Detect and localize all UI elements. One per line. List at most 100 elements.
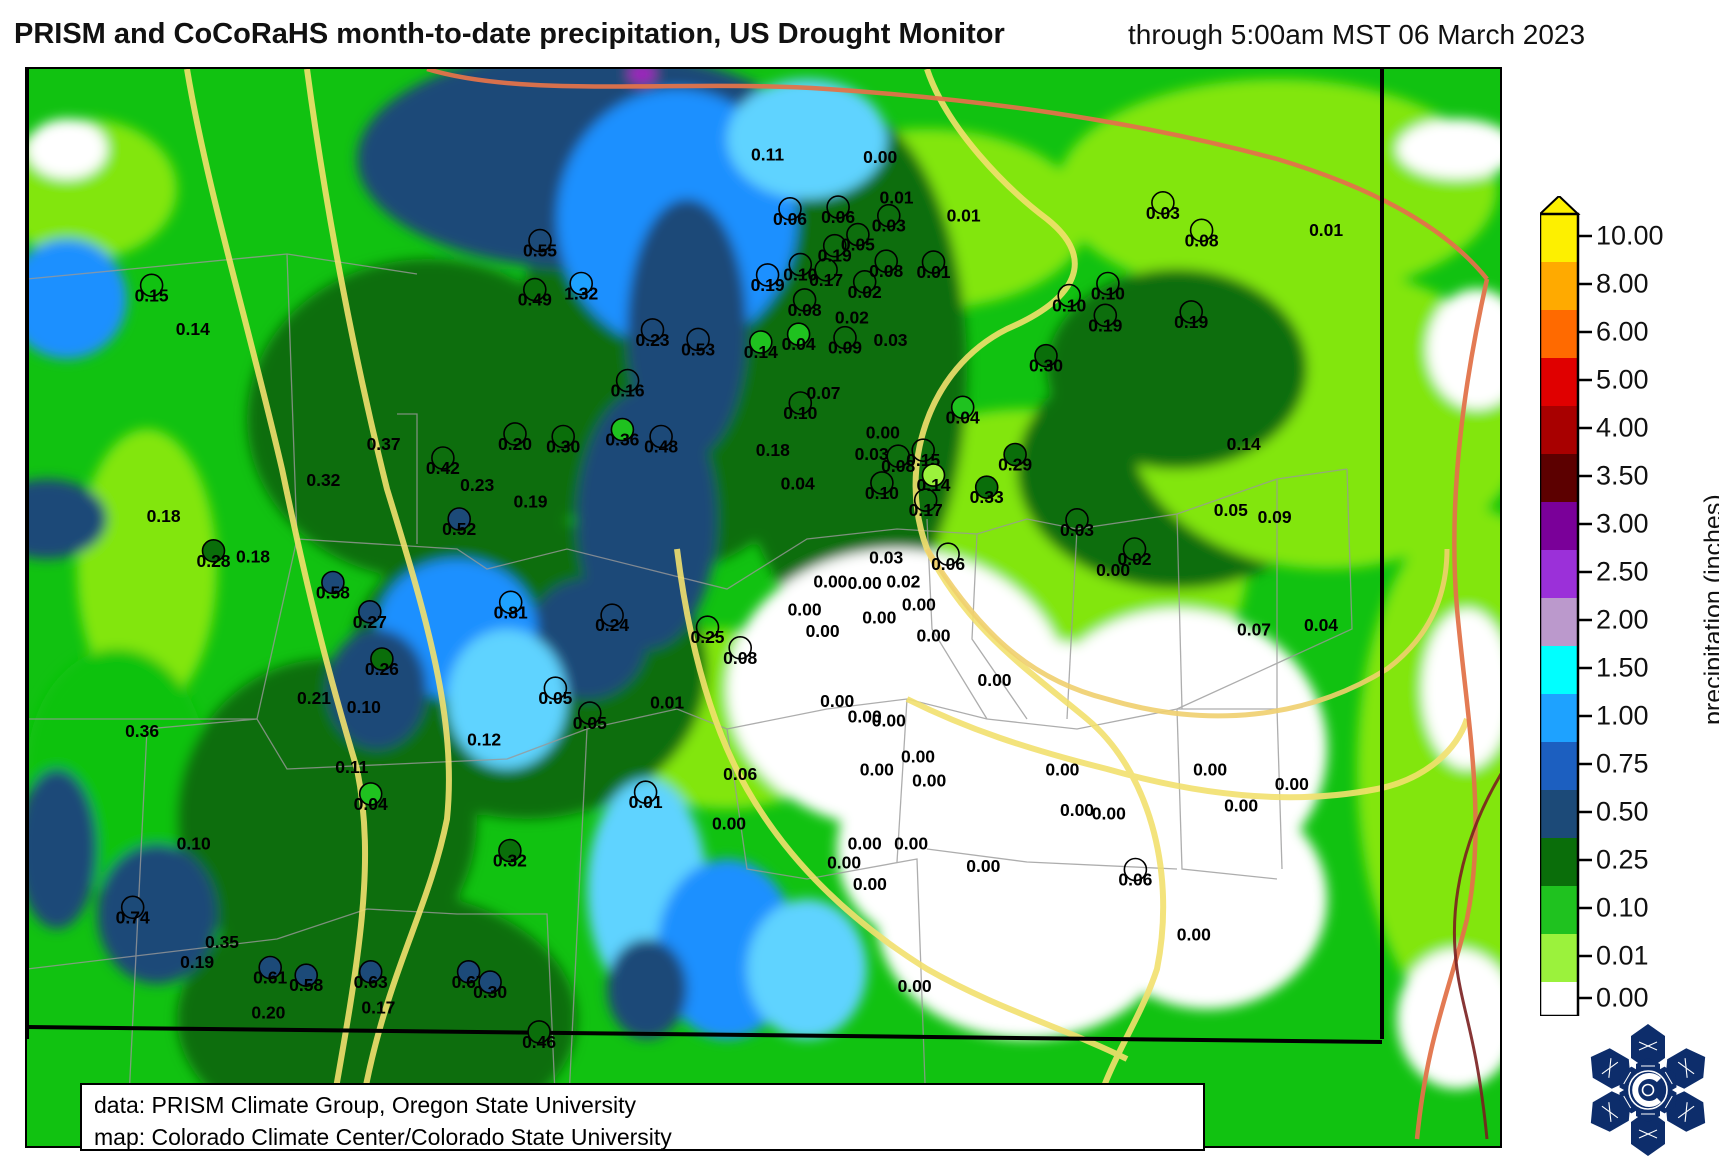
svg-text:0.00: 0.00 — [977, 670, 1011, 690]
svg-text:0.00: 0.00 — [1193, 760, 1227, 780]
svg-text:0.07: 0.07 — [806, 383, 840, 403]
svg-text:0.00: 0.00 — [848, 573, 882, 593]
svg-text:0.03: 0.03 — [873, 330, 907, 350]
svg-text:0.04: 0.04 — [782, 334, 816, 354]
svg-text:0.15: 0.15 — [135, 285, 169, 305]
svg-text:0.00: 0.00 — [860, 760, 894, 780]
svg-text:0.00: 0.00 — [1224, 796, 1258, 816]
svg-text:0.03: 0.03 — [869, 547, 903, 567]
svg-text:0.10: 0.10 — [1052, 296, 1086, 316]
svg-text:0.01: 0.01 — [1309, 220, 1343, 240]
svg-text:0.52: 0.52 — [442, 519, 476, 539]
svg-text:0.00: 0.00 — [712, 814, 746, 834]
svg-text:0.58: 0.58 — [316, 583, 350, 603]
svg-text:0.32: 0.32 — [493, 851, 527, 871]
svg-text:0.10: 0.10 — [177, 833, 211, 853]
svg-text:0.01: 0.01 — [650, 693, 684, 713]
svg-text:0.10: 0.10 — [347, 697, 381, 717]
svg-text:0.28: 0.28 — [196, 551, 230, 571]
svg-text:0.18: 0.18 — [756, 440, 790, 460]
svg-text:0.00: 0.00 — [1177, 925, 1211, 945]
svg-text:0.00: 0.00 — [863, 147, 897, 167]
svg-text:0.19: 0.19 — [1174, 312, 1208, 332]
svg-text:0.00: 0.00 — [894, 833, 928, 853]
svg-text:0.74: 0.74 — [116, 907, 150, 927]
svg-text:0.30: 0.30 — [1029, 356, 1063, 376]
svg-text:0.20: 0.20 — [251, 1003, 285, 1023]
svg-text:0.04: 0.04 — [1304, 615, 1338, 635]
svg-text:0.02: 0.02 — [848, 282, 882, 302]
svg-text:0.24: 0.24 — [595, 615, 629, 635]
svg-text:0.01: 0.01 — [916, 262, 950, 282]
svg-text:0.14: 0.14 — [176, 319, 210, 339]
svg-text:0.19: 0.19 — [1088, 315, 1122, 335]
svg-text:0.11: 0.11 — [751, 144, 784, 164]
svg-text:0.05: 0.05 — [538, 688, 572, 708]
svg-text:0.06: 0.06 — [931, 554, 965, 574]
svg-text:0.26: 0.26 — [365, 659, 399, 679]
svg-text:0.02: 0.02 — [835, 308, 869, 328]
svg-text:0.00: 0.00 — [866, 423, 900, 443]
svg-text:0.21: 0.21 — [297, 688, 331, 708]
svg-text:0.00: 0.00 — [853, 874, 887, 894]
svg-text:0.10: 0.10 — [1091, 284, 1125, 304]
svg-text:0.00: 0.00 — [916, 626, 950, 646]
svg-text:0.16: 0.16 — [611, 381, 645, 401]
svg-text:0.00: 0.00 — [901, 747, 935, 767]
svg-text:0.08: 0.08 — [788, 300, 822, 320]
svg-text:0.00: 0.00 — [898, 976, 932, 996]
svg-text:0.01: 0.01 — [947, 205, 981, 225]
svg-text:0.81: 0.81 — [494, 602, 528, 622]
svg-text:0.00: 0.00 — [966, 856, 1000, 876]
svg-text:0.00: 0.00 — [813, 571, 847, 591]
svg-text:0.27: 0.27 — [353, 612, 387, 632]
svg-text:0.01: 0.01 — [629, 792, 663, 812]
svg-text:0.03: 0.03 — [1146, 203, 1180, 223]
svg-text:0.53: 0.53 — [681, 339, 715, 359]
svg-text:0.06: 0.06 — [723, 764, 757, 784]
svg-text:1.32: 1.32 — [564, 284, 598, 304]
svg-text:0.00: 0.00 — [912, 771, 946, 791]
svg-text:0.18: 0.18 — [236, 547, 270, 567]
svg-text:0.00: 0.00 — [827, 852, 861, 872]
svg-text:0.12: 0.12 — [467, 730, 501, 750]
svg-text:0.02: 0.02 — [886, 571, 920, 591]
svg-text:0.00: 0.00 — [1275, 774, 1309, 794]
svg-text:0.42: 0.42 — [426, 458, 460, 478]
svg-text:0.00: 0.00 — [1045, 760, 1079, 780]
svg-text:0.05: 0.05 — [1214, 500, 1248, 520]
svg-text:0.00: 0.00 — [1060, 800, 1094, 820]
svg-text:0.36: 0.36 — [605, 430, 639, 450]
svg-text:0.14: 0.14 — [744, 342, 778, 362]
svg-text:0.49: 0.49 — [518, 290, 552, 310]
svg-text:0.10: 0.10 — [783, 403, 817, 423]
svg-text:0.58: 0.58 — [289, 975, 323, 995]
svg-text:0.00: 0.00 — [806, 621, 840, 641]
svg-text:0.00: 0.00 — [848, 833, 882, 853]
svg-text:0.32: 0.32 — [306, 470, 340, 490]
svg-text:0.18: 0.18 — [147, 506, 181, 526]
svg-text:0.00: 0.00 — [872, 711, 906, 731]
svg-text:0.36: 0.36 — [125, 721, 159, 741]
svg-text:0.01: 0.01 — [879, 187, 913, 207]
svg-text:0.10: 0.10 — [865, 483, 899, 503]
svg-text:0.30: 0.30 — [473, 982, 507, 1002]
svg-text:0.08: 0.08 — [723, 648, 757, 668]
svg-text:0.33: 0.33 — [970, 487, 1004, 507]
svg-text:0.09: 0.09 — [1258, 507, 1292, 527]
svg-text:0.17: 0.17 — [809, 270, 843, 290]
svg-text:0.00: 0.00 — [1096, 560, 1130, 580]
svg-text:0.25: 0.25 — [690, 627, 724, 647]
svg-text:0.46: 0.46 — [522, 1032, 556, 1052]
svg-text:0.00: 0.00 — [902, 595, 936, 615]
svg-text:0.07: 0.07 — [1237, 620, 1271, 640]
svg-text:0.04: 0.04 — [946, 407, 980, 427]
svg-text:0.00: 0.00 — [1092, 803, 1126, 823]
svg-text:0.00: 0.00 — [788, 600, 822, 620]
svg-text:0.63: 0.63 — [354, 972, 388, 992]
svg-text:0.09: 0.09 — [828, 338, 862, 358]
svg-text:0.23: 0.23 — [635, 330, 669, 350]
svg-text:0.48: 0.48 — [644, 437, 678, 457]
svg-text:0.04: 0.04 — [781, 473, 815, 493]
svg-text:0.20: 0.20 — [498, 434, 532, 454]
